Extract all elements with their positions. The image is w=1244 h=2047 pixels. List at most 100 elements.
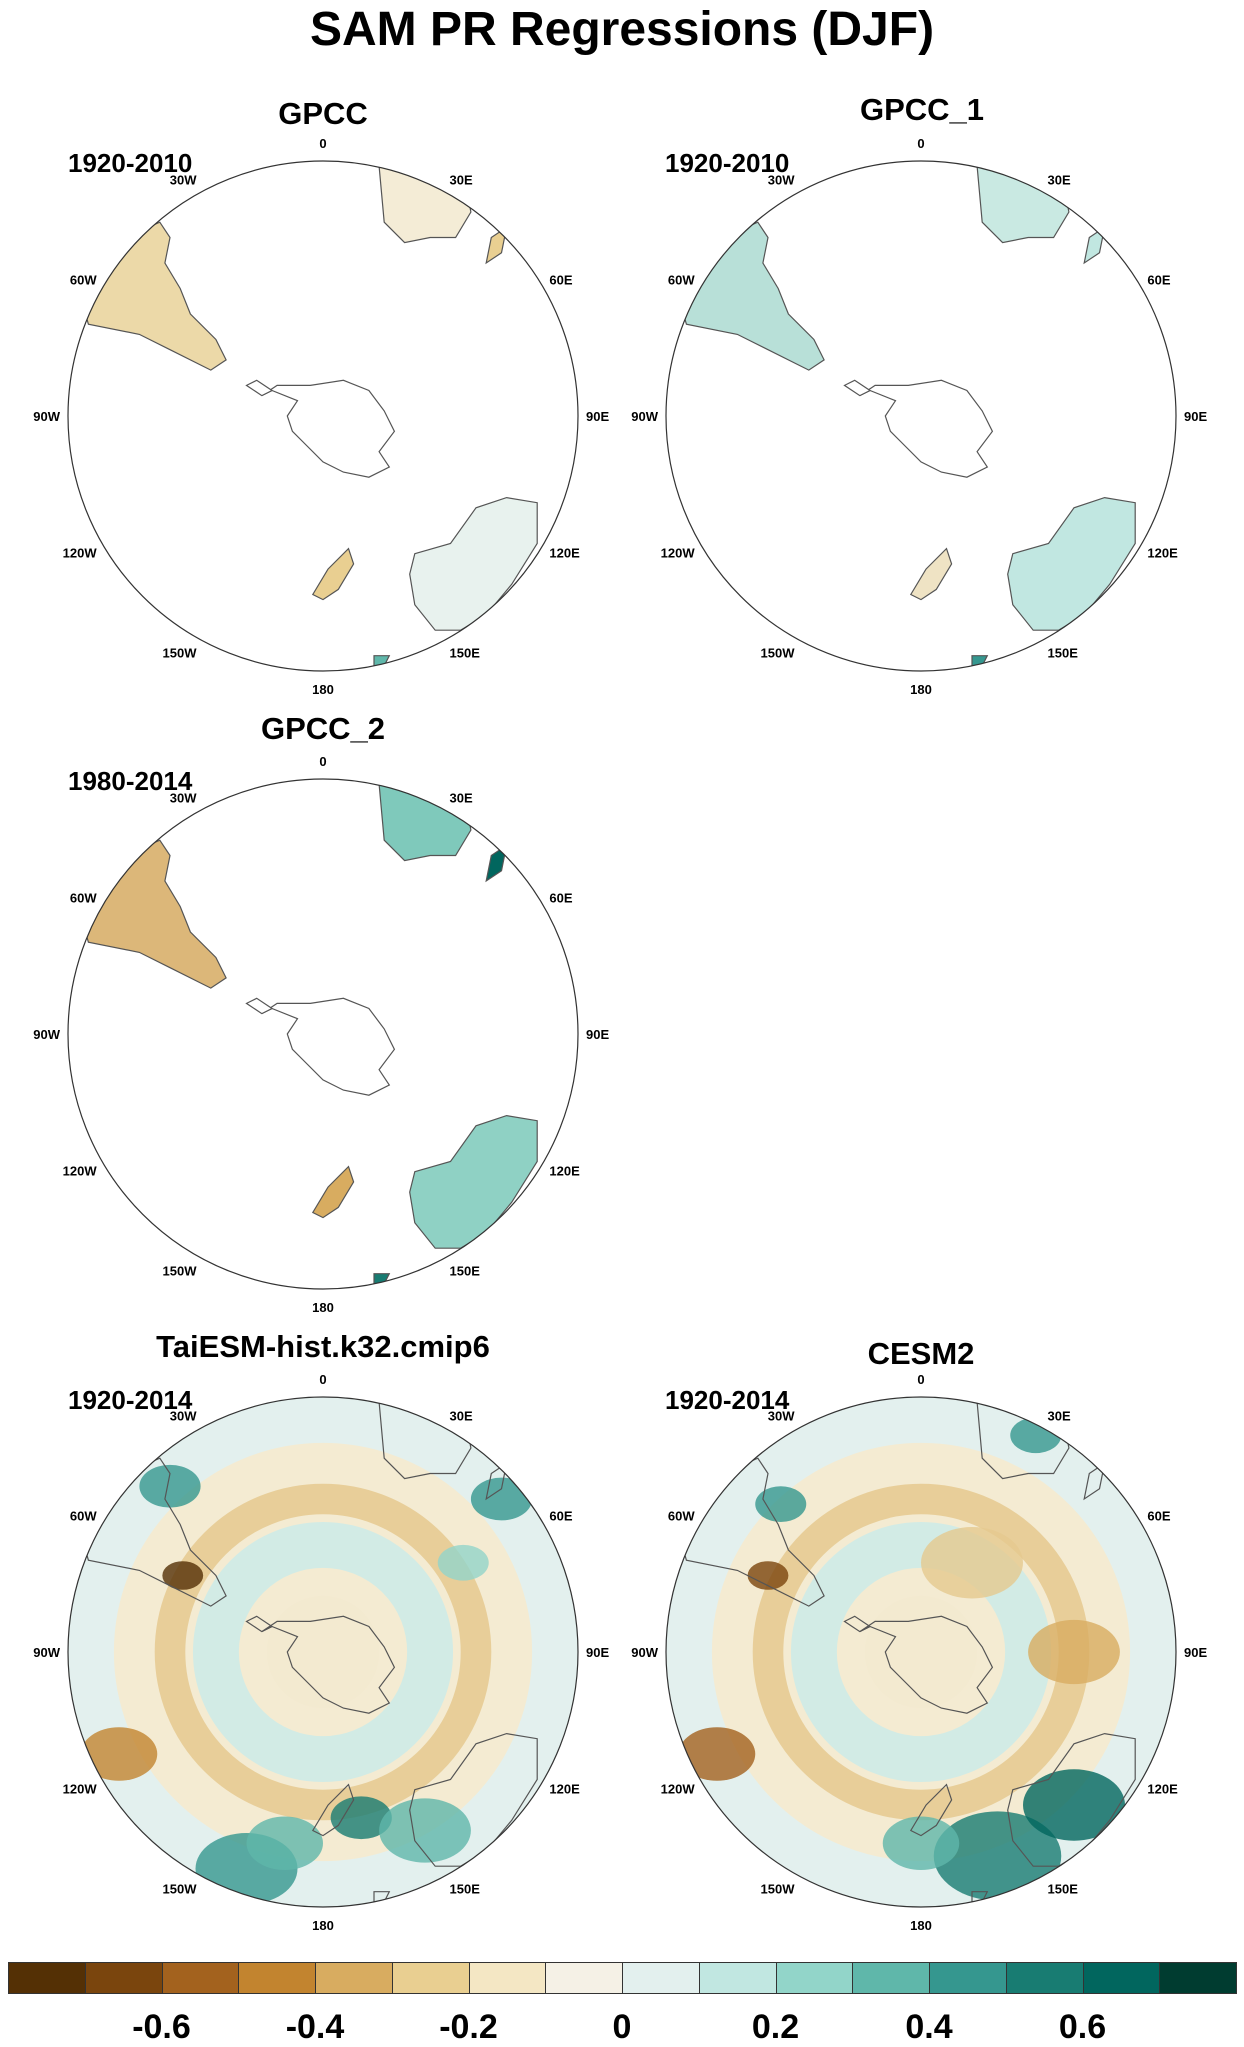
colorbar-box [929,1962,1007,1994]
colorbar-tick-label: 0.4 [905,2008,953,2046]
period-label-gpcc: 1920-2010 [68,148,193,178]
longitude-label: 150E [450,1881,481,1896]
colorbar-box [1005,1962,1084,1994]
colorbar-box [852,1962,930,1994]
coastline-peninsula [245,1615,274,1633]
map-boundary [67,1396,579,1908]
landmass-australia [409,496,538,631]
longitude-label: 60W [70,891,97,906]
longitude-label: 150E [1048,1881,1079,1896]
coastline-australia [1007,1732,1136,1867]
longitude-label: 180 [910,1918,932,1933]
longitude-label: 180 [312,1918,334,1933]
longitude-label: 90W [631,1645,658,1660]
longitude-label: 90W [631,409,658,424]
colorbar-box [1159,1962,1237,1994]
longitude-label: 30E [1048,173,1071,188]
landmass-newzealand [311,1165,355,1219]
map-boundary [67,778,579,1290]
colorbar-box [391,1962,470,1994]
coastline-peninsula [843,1615,872,1633]
landmass-newzealand [311,547,355,601]
map-boundary [67,160,579,672]
longitude-label: 120E [1147,1782,1178,1797]
panel-title-gpcc: GPCC [278,96,368,131]
longitude-label: 90W [33,1645,60,1660]
colorbar-box [698,1962,777,1994]
longitude-label: 0 [319,1372,326,1387]
longitude-label: 90E [1184,1645,1207,1660]
colorbar-box [468,1962,547,1994]
longitude-label: 30W [170,1409,197,1424]
longitude-label: 120W [661,1782,696,1797]
longitude-label: 30E [450,1409,473,1424]
colorbar-tick-label: -0.2 [439,2008,498,2046]
longitude-label: 0 [917,136,924,151]
landmass-peninsula [245,997,274,1015]
period-label-gpcc-1: 1920-2010 [665,148,790,178]
longitude-label: 60E [549,891,572,906]
longitude-label: 60E [549,1509,572,1524]
longitude-label: 0 [917,1372,924,1387]
landmass-australia [1007,496,1136,631]
longitude-label: 150W [163,645,198,660]
colorbar-tick-label: 0.2 [751,2008,800,2046]
colorbar-box [8,1962,86,1994]
longitude-label: 30W [768,1409,795,1424]
period-label-taiesm: 1920-2014 [68,1385,193,1415]
longitude-label: 30W [768,173,795,188]
longitude-label: 150E [1048,645,1079,660]
longitude-label: 150W [163,1881,198,1896]
longitude-label: 60W [70,273,97,288]
longitude-label: 120E [549,1164,580,1179]
longitude-label: 30E [450,791,473,806]
longitude-label: 120E [549,546,580,561]
longitude-label: 180 [312,682,334,697]
figure-title: SAM PR Regressions (DJF) [309,3,935,56]
longitude-label: 90E [586,1027,609,1042]
landmass-newzealand [909,547,953,601]
colorbar-box [84,1962,163,1994]
longitude-label: 60W [70,1509,97,1524]
colorbar-tick-label: 0 [612,2008,632,2046]
landmass-peninsula [843,379,872,397]
longitude-label: 60W [668,273,695,288]
period-label-cesm2: 1920-2014 [665,1385,790,1415]
colorbar-box [545,1962,623,1994]
longitude-label: 120W [63,546,98,561]
longitude-label: 90E [586,409,609,424]
map-boundary [665,1396,1177,1908]
longitude-label: 0 [319,754,326,769]
longitude-label: 90W [33,409,60,424]
colorbar-box [622,1962,700,1994]
longitude-label: 60E [1147,1509,1170,1524]
longitude-label: 30W [170,173,197,188]
colorbar-tick-label: 0.6 [1058,2008,1107,2046]
longitude-label: 150W [163,1263,198,1278]
colorbar-box [161,1962,240,1994]
colorbar-tick-label: -0.6 [132,2008,191,2046]
colorbar-box [315,1962,393,1994]
longitude-label: 30W [170,791,197,806]
longitude-label: 150W [761,1881,796,1896]
longitude-label: 150E [450,1263,481,1278]
longitude-label: 120W [63,1164,98,1179]
longitude-label: 180 [910,682,932,697]
coastline-newzealand [311,1783,355,1837]
colorbar-box [775,1962,854,1994]
landmass-peninsula [245,379,274,397]
coastline-newzealand [909,1783,953,1837]
longitude-label: 60E [1147,273,1170,288]
longitude-label: 30E [1048,1409,1071,1424]
colorbar [8,1962,1237,1996]
longitude-label: 30E [450,173,473,188]
longitude-label: 180 [312,1300,334,1315]
colorbar-box [1082,1962,1161,1994]
panel-title-taiesm: TaiESM-hist.k32.cmip6 [156,1329,490,1364]
coastline-australia [409,1732,538,1867]
